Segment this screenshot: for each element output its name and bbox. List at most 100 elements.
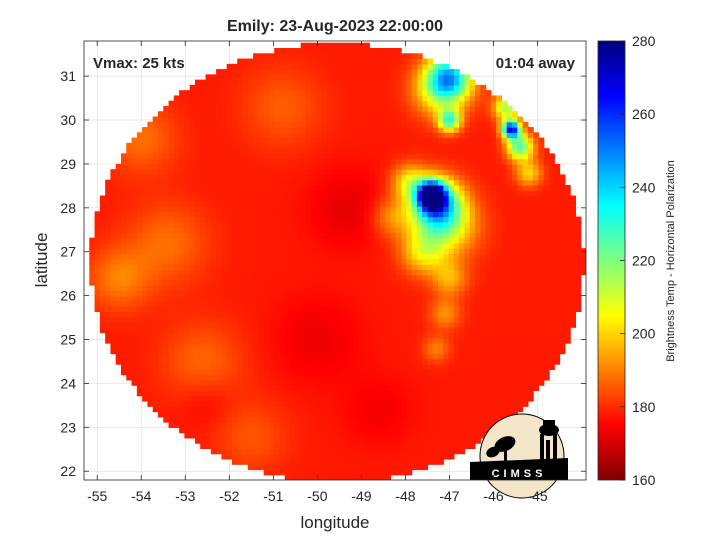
heat-cell: [422, 206, 429, 212]
heat-cell: [99, 258, 106, 265]
heat-cell: [406, 369, 413, 376]
heat-cell: [337, 90, 344, 97]
heat-cell: [105, 190, 112, 197]
heat-cell: [168, 221, 175, 228]
heat-cell: [142, 327, 149, 334]
heat-cell: [448, 121, 455, 128]
heat-cell: [152, 232, 159, 239]
heat-cell: [358, 427, 365, 434]
heat-cell: [163, 216, 170, 223]
heat-cell: [194, 343, 201, 349]
heat-cell: [173, 206, 180, 212]
heat-cell: [226, 190, 233, 197]
heat-cell: [284, 258, 291, 265]
heat-cell: [411, 116, 418, 123]
heat-cell: [189, 395, 196, 402]
heat-cell: [448, 211, 455, 218]
heat-cell: [395, 58, 402, 65]
heat-cell: [395, 206, 402, 212]
heat-cell: [416, 216, 423, 223]
heat-cell: [390, 79, 397, 86]
heat-cell: [342, 469, 349, 476]
heat-cell: [348, 269, 355, 276]
heat-cell: [284, 69, 291, 75]
heat-cell: [327, 206, 333, 212]
heat-cell: [459, 84, 466, 91]
heat-cell: [168, 316, 175, 323]
heat-cell: [274, 195, 281, 202]
heat-cell: [99, 200, 106, 207]
heat-cell: [348, 42, 355, 49]
heat-cell: [136, 343, 143, 349]
heat-cell: [443, 321, 450, 328]
heat-cell: [332, 358, 339, 365]
heat-cell: [184, 411, 191, 418]
heat-cell: [268, 216, 275, 223]
heat-cell: [216, 385, 222, 392]
heat-cell: [353, 264, 360, 270]
heat-cell: [115, 216, 122, 223]
heat-cell: [327, 158, 333, 165]
heat-cell: [411, 274, 418, 281]
heat-cell: [258, 190, 265, 197]
heat-cell: [327, 242, 333, 249]
heat-cell: [411, 142, 418, 149]
heat-cell: [253, 132, 259, 139]
heat-cell: [448, 111, 455, 118]
heat-cell: [253, 306, 259, 313]
heat-cell: [216, 437, 222, 444]
heat-cell: [406, 311, 413, 318]
heat-cell: [163, 105, 170, 112]
heat-cell: [342, 379, 349, 386]
heat-cell: [379, 448, 386, 455]
heat-cell: [290, 100, 296, 107]
heat-cell: [221, 295, 228, 302]
heat-cell: [263, 79, 270, 86]
heat-cell: [379, 395, 386, 402]
heat-cell: [105, 216, 112, 223]
heat-cell: [358, 453, 365, 460]
heat-cell: [131, 190, 138, 197]
heat-cell: [300, 206, 307, 212]
heat-cell: [459, 195, 466, 202]
heat-cell: [147, 132, 154, 139]
heat-cell: [237, 142, 244, 149]
heat-cell: [364, 474, 370, 480]
heat-cell: [300, 316, 307, 323]
heat-cell: [210, 374, 217, 381]
heat-cell: [353, 306, 360, 313]
heat-cell: [210, 95, 217, 102]
heat-cell: [263, 295, 270, 302]
heat-cell: [126, 374, 133, 381]
heat-cell: [411, 327, 418, 334]
heat-cell: [305, 264, 312, 270]
heat-cell: [459, 248, 466, 255]
heat-cell: [332, 469, 339, 476]
heat-cell: [342, 74, 349, 81]
heat-cell: [247, 206, 254, 212]
heat-cell: [279, 348, 286, 355]
heat-cell: [247, 448, 254, 455]
heat-cell: [342, 227, 349, 234]
heat-cell: [438, 458, 444, 465]
heat-cell: [216, 84, 222, 91]
heat-cell: [327, 142, 333, 149]
heat-cell: [221, 406, 228, 413]
heat-cell: [184, 311, 191, 318]
heat-cell: [374, 385, 381, 392]
heat-cell: [337, 184, 344, 191]
heat-cell: [411, 264, 418, 270]
heat-cell: [364, 422, 370, 428]
heat-cell: [295, 379, 302, 386]
heat-cell: [342, 48, 349, 54]
heat-cell: [152, 248, 159, 255]
heat-cell: [210, 448, 217, 455]
heat-cell: [194, 142, 201, 149]
heat-cell: [268, 179, 275, 186]
heat-cell: [395, 200, 402, 207]
heat-cell: [401, 111, 407, 118]
heat-cell: [231, 253, 238, 260]
heat-cell: [189, 95, 196, 102]
heat-cell: [342, 63, 349, 70]
heat-cell: [305, 63, 312, 70]
